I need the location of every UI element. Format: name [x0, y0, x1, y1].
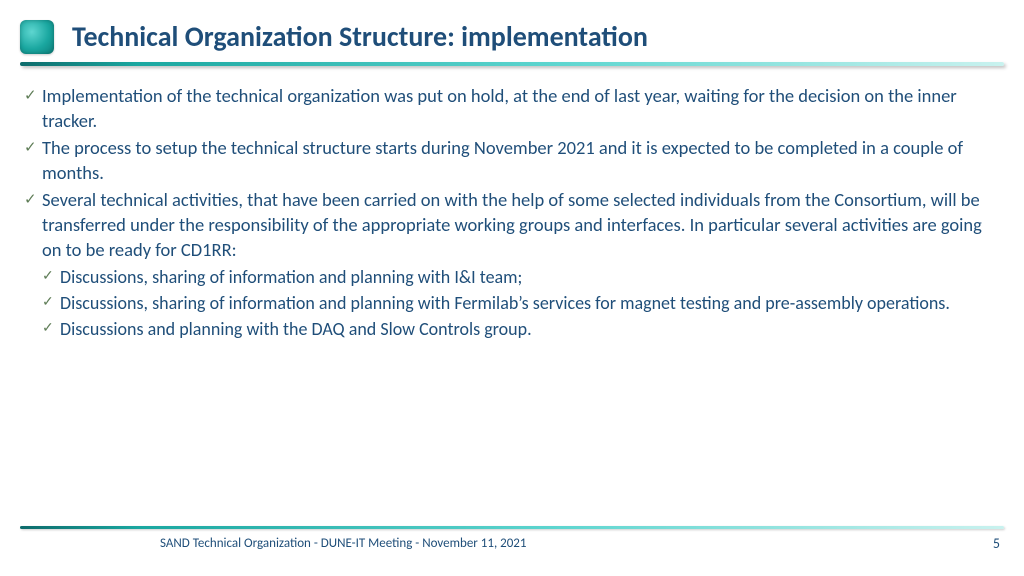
bullet-text: Several technical activities, that have … [42, 188, 998, 263]
slide: Technical Organization Structure: implem… [0, 0, 1024, 576]
checkmark-icon: ✓ [24, 84, 40, 108]
content-body: ✓Implementation of the technical organiz… [20, 84, 1004, 342]
bullet-item: ✓Discussions, sharing of information and… [24, 265, 998, 289]
checkmark-icon: ✓ [24, 136, 40, 160]
bullet-text: The process to setup the technical struc… [42, 136, 998, 186]
header-divider [20, 62, 1004, 70]
page-title: Technical Organization Structure: implem… [72, 22, 648, 53]
bullet-text: Implementation of the technical organiza… [42, 84, 998, 134]
checkmark-icon: ✓ [24, 188, 40, 212]
header: Technical Organization Structure: implem… [20, 20, 1004, 54]
checkmark-icon: ✓ [42, 291, 58, 313]
bullet-item: ✓Discussions and planning with the DAQ a… [24, 317, 998, 341]
checkmark-icon: ✓ [42, 265, 58, 287]
page-number: 5 [993, 535, 1000, 552]
checkmark-icon: ✓ [42, 317, 58, 339]
title-bullet-icon [20, 20, 54, 54]
footer-divider [20, 526, 1004, 529]
bullet-text: Discussions, sharing of information and … [60, 265, 998, 289]
bullet-item: ✓Discussions, sharing of information and… [24, 291, 998, 315]
bullet-text: Discussions, sharing of information and … [60, 291, 998, 315]
bullet-item: ✓Implementation of the technical organiz… [24, 84, 998, 134]
footer-text: SAND Technical Organization - DUNE-IT Me… [160, 536, 527, 551]
bullet-item: ✓Several technical activities, that have… [24, 188, 998, 263]
bullet-text: Discussions and planning with the DAQ an… [60, 317, 998, 341]
bullet-item: ✓The process to setup the technical stru… [24, 136, 998, 186]
footer: SAND Technical Organization - DUNE-IT Me… [20, 526, 1004, 552]
